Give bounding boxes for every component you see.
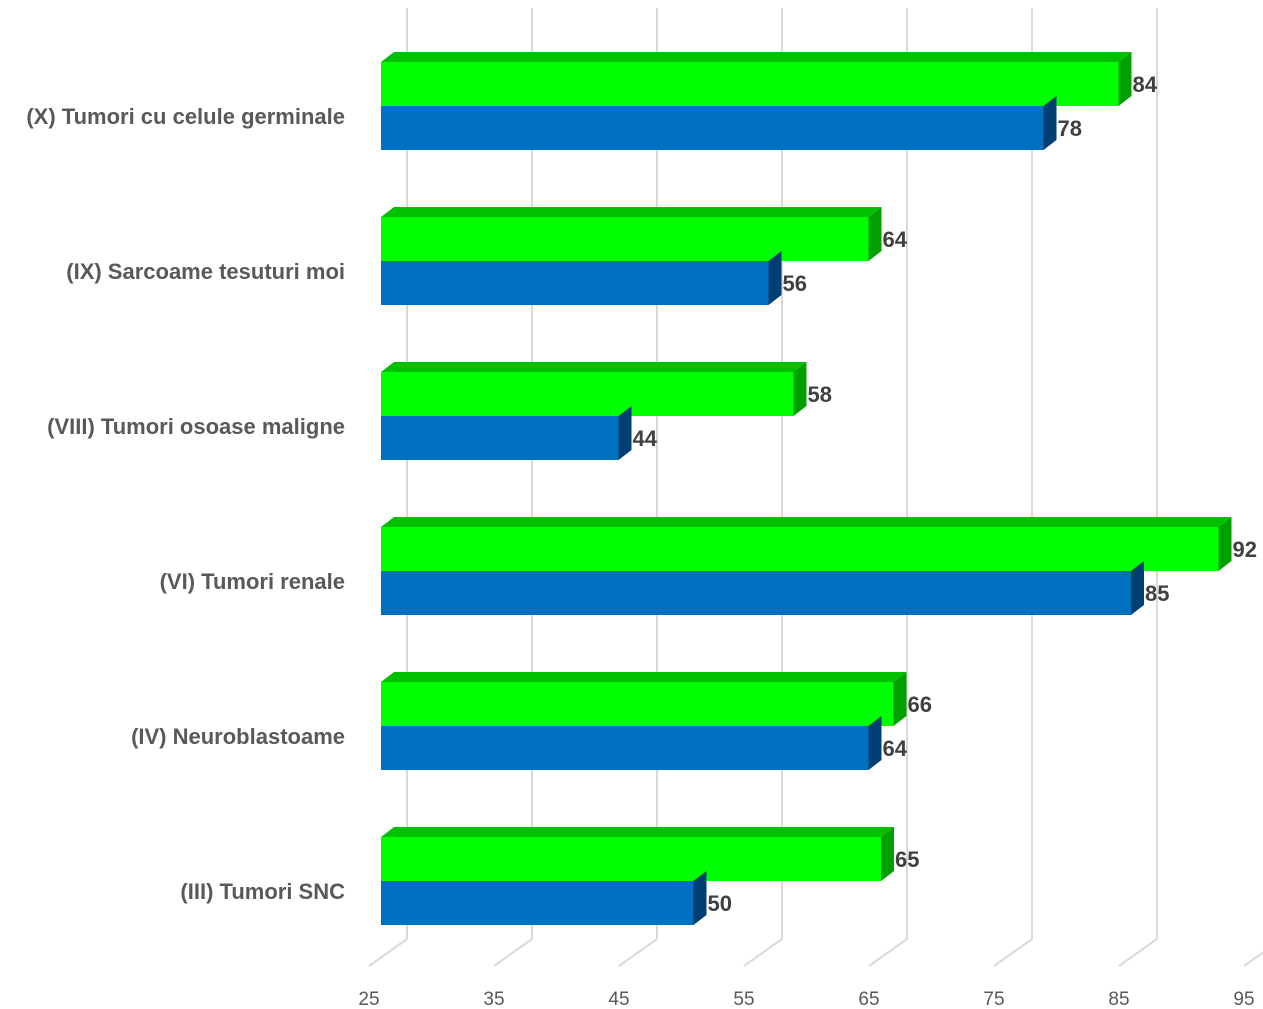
bar <box>381 837 881 881</box>
x-tick-label: 25 <box>358 989 379 1009</box>
x-tick-label: 55 <box>733 989 754 1009</box>
data-label: 65 <box>895 847 919 872</box>
data-label: 78 <box>1058 116 1082 141</box>
bar-top-face <box>381 52 1132 62</box>
data-label: 44 <box>633 426 658 451</box>
data-label: 56 <box>783 271 807 296</box>
category-label: (VIII) Tumori osoase maligne <box>47 414 345 439</box>
gridlines <box>368 8 1263 967</box>
bar-top-face <box>381 827 894 837</box>
bar <box>381 217 869 261</box>
floor-line <box>368 938 408 967</box>
bar <box>381 261 769 305</box>
bar-top-face <box>381 207 882 217</box>
bar <box>381 726 869 770</box>
bar <box>381 62 1119 106</box>
data-label: 64 <box>883 736 908 761</box>
bar-top-face <box>381 672 907 682</box>
bar-side-face <box>893 672 907 726</box>
bar-top-face <box>381 362 807 372</box>
x-tick-label: 35 <box>483 989 504 1009</box>
x-tick-label: 75 <box>983 989 1004 1009</box>
bar-side-face <box>1043 96 1057 150</box>
x-tick-label: 85 <box>1108 989 1129 1009</box>
bar-top-face <box>381 517 1232 527</box>
bar <box>381 106 1044 150</box>
x-tick-label: 95 <box>1233 989 1254 1009</box>
data-label: 58 <box>808 382 832 407</box>
category-label: (VI) Tumori renale <box>160 569 345 594</box>
category-label: (IX) Sarcoame tesuturi moi <box>66 259 345 284</box>
floor-line <box>993 938 1033 967</box>
bar-side-face <box>1131 561 1144 615</box>
data-label: 66 <box>908 692 932 717</box>
category-labels: (X) Tumori cu celule germinale (IX) Sarco… <box>26 104 345 904</box>
floor-line <box>743 938 783 967</box>
bar-side-face <box>868 716 882 770</box>
bar-side-face <box>1118 52 1132 106</box>
bar <box>381 881 694 925</box>
x-axis: 25 35 45 55 65 75 85 95 <box>358 989 1254 1009</box>
bar-side-face <box>1218 517 1232 571</box>
bar-side-face <box>768 251 782 305</box>
bar-side-face <box>868 207 882 261</box>
x-tick-label: 45 <box>608 989 629 1009</box>
bar <box>381 416 619 460</box>
floor-line <box>493 938 533 967</box>
bar-side-face <box>618 406 632 460</box>
bar-side-face <box>793 362 807 416</box>
bar-side-face <box>881 827 894 881</box>
floor-line <box>868 938 908 967</box>
bar <box>381 682 894 726</box>
data-label: 92 <box>1233 537 1257 562</box>
bar <box>381 571 1131 615</box>
data-label: 50 <box>708 891 732 916</box>
floor-line <box>1243 951 1263 967</box>
data-label: 85 <box>1145 581 1169 606</box>
x-tick-label: 65 <box>858 989 879 1009</box>
data-label: 84 <box>1133 72 1158 97</box>
category-label: (III) Tumori SNC <box>180 879 345 904</box>
data-label: 64 <box>883 227 908 252</box>
floor-line <box>1118 938 1158 967</box>
bar <box>381 372 794 416</box>
bar <box>381 527 1219 571</box>
category-label: (X) Tumori cu celule germinale <box>26 104 345 129</box>
floor-line <box>618 938 658 967</box>
category-label: (IV) Neuroblastoame <box>131 724 345 749</box>
bar-side-face <box>693 871 707 925</box>
